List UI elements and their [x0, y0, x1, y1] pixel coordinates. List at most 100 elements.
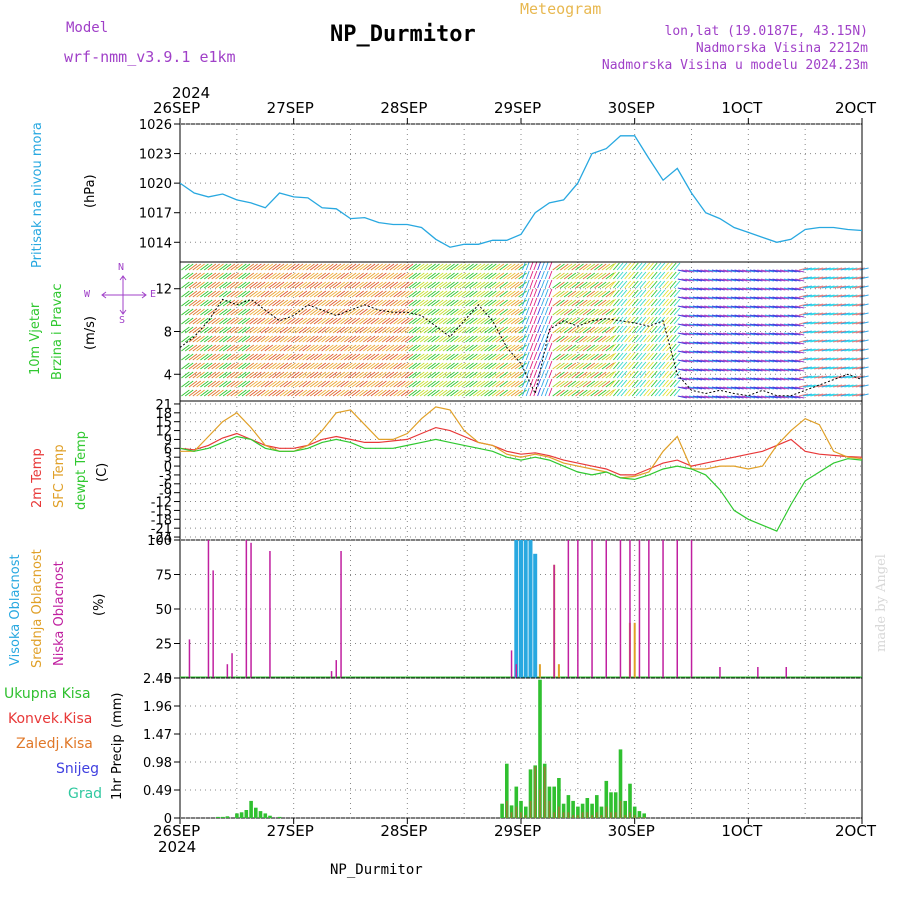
wind-barb [363, 389, 372, 397]
precip-conv-bar [515, 806, 518, 818]
wind-barb [704, 395, 714, 399]
wind-barb [829, 321, 839, 325]
wind-barb [503, 371, 512, 379]
wind-barb [514, 371, 524, 379]
wind-barb [780, 377, 790, 381]
wind-barb [647, 361, 654, 370]
wind-barb [400, 326, 410, 334]
wind-barb [666, 334, 673, 343]
wind-barb [631, 280, 639, 289]
wind-barb [279, 371, 289, 379]
wind-barbs [181, 261, 869, 399]
wind-barb [268, 308, 277, 316]
wind-barb [472, 353, 482, 361]
wind-barb [404, 353, 414, 361]
wind-barb [525, 387, 530, 397]
wind-barb [256, 263, 266, 271]
wind-barb [620, 370, 628, 379]
wind-barb [461, 263, 471, 271]
wind-barb [537, 387, 542, 397]
wind-barb [408, 389, 418, 397]
wind-barb [363, 335, 372, 343]
wind-barb [753, 332, 763, 336]
wind-barb [192, 344, 202, 352]
wind-barb [355, 317, 364, 325]
wind-barb [230, 308, 239, 316]
wind-barb [689, 278, 699, 282]
wind-barb [256, 317, 266, 325]
wind-barb [207, 281, 217, 289]
wind-barb [708, 350, 718, 354]
wind-barb [666, 370, 673, 379]
wind-barb [359, 290, 368, 298]
wind-barb [552, 371, 561, 379]
wind-barb [631, 289, 639, 298]
wind-barb [825, 384, 835, 388]
wind-barb [605, 344, 615, 352]
wind-barb [855, 267, 865, 271]
wind-barb [275, 371, 285, 379]
wind-barb [730, 269, 740, 273]
wind-barb [825, 330, 835, 334]
wind-barb [692, 305, 702, 309]
wind-barb [571, 371, 580, 379]
wind-barb [211, 371, 220, 379]
wind-barb [351, 326, 361, 334]
wind-barb [658, 379, 666, 388]
wind-barb [253, 263, 262, 271]
wind-barb [696, 359, 706, 363]
wind-barb [567, 326, 577, 334]
wind-barb [738, 323, 748, 327]
wind-barb [359, 380, 368, 388]
temp-ytick-label: 12 [155, 425, 172, 440]
wind-barb [268, 389, 277, 397]
wind-barb [620, 334, 628, 343]
temp-ytick-label: 21 [155, 398, 172, 413]
wind-barb [181, 326, 190, 334]
date-label-top: 1OCT [721, 99, 763, 117]
wind-barb [196, 371, 205, 379]
wind-barb [597, 362, 607, 370]
wind-barb [469, 281, 478, 289]
wind-barb [495, 353, 505, 361]
wind-barb [446, 362, 455, 370]
wind-barb [226, 326, 236, 334]
wind-barb [806, 348, 816, 352]
wind-barb [749, 350, 759, 354]
wind-barb [465, 317, 474, 325]
wind-barb [677, 359, 687, 363]
wind-barb [647, 343, 654, 352]
wind-barb [719, 386, 729, 390]
wind-barb [336, 317, 346, 325]
wind-barb [476, 344, 486, 352]
wind-barb [829, 330, 839, 334]
wind-barb [575, 344, 584, 352]
wind-barb [226, 290, 236, 298]
wind-barb [234, 308, 243, 316]
wind-barb [238, 371, 247, 379]
wind-barb [211, 389, 220, 397]
wind-barb [855, 303, 865, 307]
wind-barb [499, 299, 508, 307]
wind-barb [662, 316, 669, 325]
wind-barb [450, 362, 459, 370]
wind-barb [776, 386, 786, 390]
wind-barb [359, 389, 368, 397]
wind-barb [647, 289, 654, 298]
wind-barb [219, 380, 228, 388]
pressure-ytick-label: 1014 [139, 236, 172, 251]
wind-barb [200, 290, 209, 298]
wind-barb [814, 393, 824, 397]
wind-barb [374, 299, 383, 307]
wind-barb [597, 326, 607, 334]
wind-barb [366, 263, 376, 271]
wind-barb [757, 296, 767, 300]
wind-barb [328, 362, 338, 370]
wind-barb [586, 353, 596, 361]
wind-barb [469, 389, 478, 397]
precip-conv-bar [600, 815, 603, 818]
wind-barb [825, 339, 835, 343]
wind-barb [510, 290, 520, 298]
wind-barb [726, 305, 737, 309]
wind-barb [279, 326, 289, 334]
